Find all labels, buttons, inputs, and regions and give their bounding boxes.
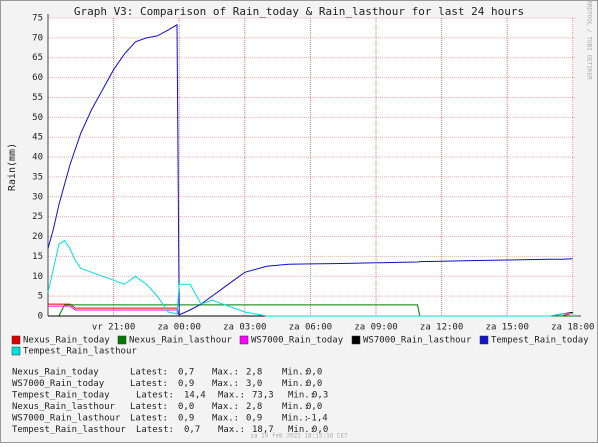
series-line <box>47 23 573 316</box>
legend-label: WS7000_Rain_today <box>251 336 344 346</box>
y-tick-label: 5 <box>38 292 43 302</box>
stats-cell: Latest: <box>136 425 174 435</box>
legend-swatch <box>479 335 489 345</box>
y-tick-label: 60 <box>32 73 43 83</box>
stats-cell: Max.: <box>212 414 239 424</box>
stats-cell: Tempest_Rain_lasthour <box>12 425 126 435</box>
stats-cell: 0,7 <box>184 425 200 435</box>
stats-cell: 0,0 <box>178 402 194 412</box>
stats-cell: Max.: <box>212 379 239 389</box>
stats-cell: 73,3 <box>252 391 274 401</box>
x-tick-label: vr 21:00 <box>92 323 135 333</box>
stats-cell: WS7000_Rain_lasthour <box>12 414 121 424</box>
y-tick-label: 15 <box>32 252 43 262</box>
side-text: RRDTOOL / TOBI OETIKER <box>586 0 593 80</box>
x-tick-label: za 03:00 <box>223 323 266 333</box>
stats-cell: Latest: <box>130 368 168 378</box>
legend-label: Tempest_Rain_today <box>491 336 589 346</box>
legend-label: Nexus_Rain_today <box>23 336 110 346</box>
stats-cell: 3,0 <box>246 379 262 389</box>
stats-cell: WS7000_Rain_today <box>12 379 105 389</box>
stats-cell: 2,8 <box>246 402 262 412</box>
legend-label: Tempest_Rain_lasthour <box>23 347 137 357</box>
chart-title: Graph V3: Comparison of Rain_today & Rai… <box>74 5 524 18</box>
stats-cell: 0,9 <box>178 414 194 424</box>
stats-cell: Latest: <box>136 391 174 401</box>
stats-cell: Min.: <box>288 391 315 401</box>
footer: za 19 feb 2022 18:15:16 CET <box>250 433 348 440</box>
stats-cell: -1,4 <box>306 414 328 424</box>
x-tick-label: za 12:00 <box>420 323 463 333</box>
y-tick-label: 75 <box>32 14 43 24</box>
plot-area <box>48 18 575 316</box>
stats-cell: Max.: <box>212 402 239 412</box>
stats-cell: 0,7 <box>178 368 194 378</box>
stats-cell: 2,8 <box>246 368 262 378</box>
stats-cell: Latest: <box>130 379 168 389</box>
stats-cell: Latest: <box>130 402 168 412</box>
legend-swatch <box>351 335 361 345</box>
stats-cell: Nexus_Rain_lasthour <box>12 402 116 412</box>
series-line <box>47 239 573 317</box>
legend-swatch <box>11 346 21 356</box>
stats-cell: Latest: <box>130 414 168 424</box>
stats-cell: 0,0 <box>306 368 322 378</box>
stats-cell: Min.: <box>282 379 309 389</box>
y-tick-label: 50 <box>32 113 43 123</box>
stats-cell: 0,0 <box>312 425 328 435</box>
y-tick-label: 30 <box>32 192 43 202</box>
y-tick-label: 20 <box>32 232 43 242</box>
y-tick-label: 40 <box>32 153 43 163</box>
stats-cell: 0,9 <box>178 379 194 389</box>
y-tick-label: 10 <box>32 272 43 282</box>
stats-cell: Max.: <box>218 391 245 401</box>
stats-cell: Max.: <box>218 425 245 435</box>
stats-cell: Nexus_Rain_today <box>12 368 99 378</box>
legend-swatch <box>239 335 249 345</box>
y-tick-label: 45 <box>32 133 43 143</box>
stats-cell: 0,9 <box>246 414 262 424</box>
x-tick-label: za 06:00 <box>289 323 332 333</box>
y-tick-label: 65 <box>32 53 43 63</box>
y-tick-label: 0 <box>38 312 43 322</box>
x-tick-label: za 18:00 <box>551 323 594 333</box>
legend-label: WS7000_Rain_lasthour <box>363 336 472 346</box>
stats-cell: 0,0 <box>306 379 322 389</box>
y-tick-label: 70 <box>32 33 43 43</box>
stats-cell: Max.: <box>212 368 239 378</box>
x-tick-label: za 15:00 <box>486 323 529 333</box>
stats-cell: 14,4 <box>184 391 206 401</box>
y-axis-label: Rain(mm) <box>7 143 18 191</box>
x-tick-label: za 09:00 <box>354 323 397 333</box>
stats-cell: 0,0 <box>306 402 322 412</box>
y-tick-label: 35 <box>32 172 43 182</box>
stats-cell: 18,7 <box>252 425 274 435</box>
x-tick-label: za 00:00 <box>158 323 201 333</box>
legend-label: Nexus_Rain_lasthour <box>129 336 233 346</box>
stats-cell: Tempest_Rain_today <box>12 391 110 401</box>
y-tick-label: 55 <box>32 93 43 103</box>
y-tick-label: 25 <box>32 212 43 222</box>
stats-cell: 0,3 <box>312 391 328 401</box>
legend-swatch <box>11 335 21 345</box>
stats-cell: Min.: <box>288 425 315 435</box>
legend-swatch <box>117 335 127 345</box>
stats-cell: Min.: <box>282 402 309 412</box>
stats-cell: Min.: <box>282 368 309 378</box>
stats-cell: Min.: <box>282 414 309 424</box>
